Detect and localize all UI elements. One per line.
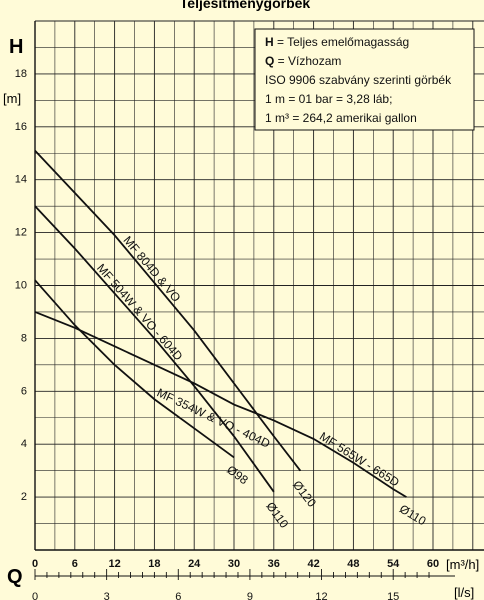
series-line (34, 279, 235, 459)
y-tick-label: 10 (15, 280, 27, 292)
x-tick-label: 42 (307, 558, 319, 570)
x-tick-label: 0 (32, 558, 38, 570)
x-axis-unit-secondary: [l/s] (454, 585, 474, 600)
series-line (34, 311, 407, 498)
curves (34, 149, 407, 498)
x-tick-label: 48 (347, 558, 359, 570)
y-axis-unit: [m] (3, 91, 21, 106)
x-axis-unit-primary: [m³/h] (446, 557, 479, 572)
series-end-label: Ø110 (263, 499, 291, 531)
x-axis-symbol: Q (7, 566, 23, 588)
x-tick-label: 12 (108, 558, 120, 570)
y-tick-label: 8 (21, 332, 27, 344)
x-tick-label: 24 (188, 558, 201, 570)
y-axis-symbol: H (9, 36, 23, 58)
x-tick-label: 60 (427, 558, 439, 570)
y-tick-label: 16 (15, 121, 27, 133)
y-tick-label: 14 (15, 174, 27, 186)
series-line (34, 149, 302, 472)
legend-line: H = Teljes emelőmagasság (265, 35, 409, 49)
y-tick-label: 4 (21, 438, 27, 450)
legend-line: ISO 9906 szabvány szerinti görbék (265, 73, 452, 87)
x-tick-label: 6 (72, 558, 78, 570)
series-end-label: Ø120 (290, 478, 319, 510)
secondary-tick-label: 3 (104, 591, 110, 600)
series-name-label: MF 565W - 665D (317, 429, 402, 490)
x-tick-label: 18 (148, 558, 160, 570)
series-end-label: Ø98 (224, 463, 251, 488)
chart-title: Teljesítménygörbék (180, 0, 311, 11)
legend-lines: H = Teljes emelőmagasság Q = Vízhozam ISO … (265, 35, 452, 125)
y-tick-label: 18 (15, 68, 27, 80)
x-tick-label: 36 (268, 558, 280, 570)
secondary-tick-label: 9 (247, 591, 253, 600)
series-line (34, 205, 275, 493)
secondary-tick-label: 6 (175, 591, 181, 600)
legend: H = Teljes emelőmagasság Q = Vízhozam ISO … (254, 28, 475, 131)
secondary-tick-label: 15 (387, 591, 399, 600)
series-name-label: MF 354W & VO - 404D (155, 385, 273, 450)
x-tick-label: 54 (387, 558, 400, 570)
legend-box (254, 28, 475, 131)
secondary-tick-label: 0 (32, 591, 38, 600)
secondary-tick-label: 12 (315, 591, 327, 600)
legend-line: 1 m = 01 bar = 3,28 láb; (265, 92, 392, 106)
y-tick-label: 2 (21, 491, 27, 503)
legend-line: Q = Vízhozam (265, 54, 341, 68)
y-tick-label: 6 (21, 385, 27, 397)
y-tick-label: 12 (15, 227, 27, 239)
legend-line: 1 m³ = 264,2 amerikai gallon (265, 111, 417, 125)
series-name-label: MF 504W & VO - 604D (94, 261, 186, 364)
x-tick-label: 30 (228, 558, 240, 570)
